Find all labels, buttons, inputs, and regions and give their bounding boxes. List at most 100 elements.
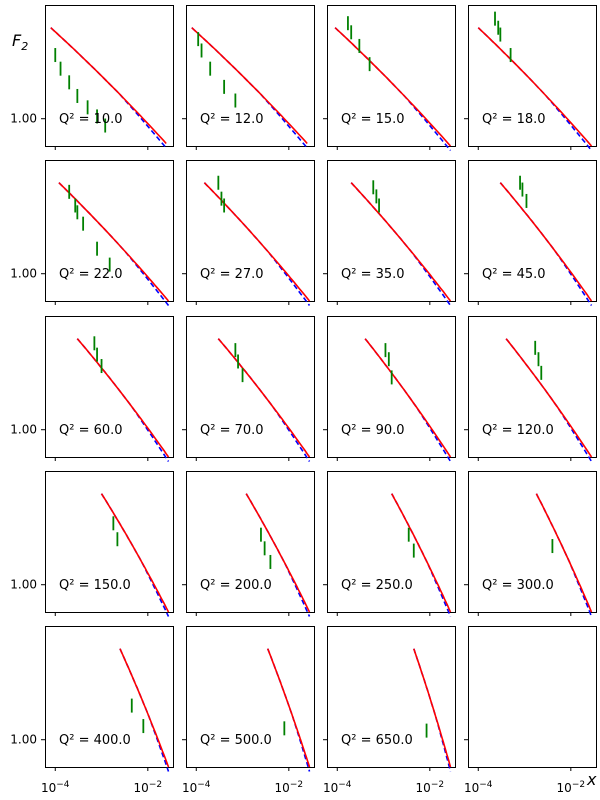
q2-label: Q² = 45.0 — [482, 267, 546, 282]
q2-label: Q² = 250.0 — [341, 578, 413, 593]
panel: 1.00 Q² = 400.0 — [10, 626, 174, 772]
fit-curve-dashed — [477, 27, 593, 151]
panel-frame — [327, 471, 456, 613]
x-tick-label: 10−4 — [41, 780, 70, 795]
fit-curve-dashed — [191, 27, 308, 149]
y-tick-label: 1.00 — [10, 112, 37, 126]
q2-label: Q² = 10.0 — [59, 112, 123, 127]
panel-frame — [186, 626, 315, 768]
panel-frame — [45, 626, 174, 768]
q2-label: Q² = 150.0 — [59, 578, 131, 593]
x-tick-label: 10−2 — [557, 780, 586, 795]
x-tick-label: 10−4 — [323, 780, 352, 795]
q2-label: Q² = 400.0 — [59, 733, 131, 748]
fit-curve-dashed — [350, 182, 452, 306]
panel-frame — [45, 471, 174, 613]
y-tick-label: 1.00 — [10, 423, 37, 437]
fit-curve-solid — [100, 493, 170, 613]
panel: 1.00 Q² = 150.0 — [10, 471, 174, 617]
panel: 1.00 Q² = 22.0 — [10, 160, 174, 306]
panel: 1.00 Q² = 60.0 — [10, 316, 174, 462]
fit-curve-solid — [334, 27, 452, 147]
panel-frame — [468, 471, 597, 613]
fit-curve-dashed — [535, 493, 593, 617]
fit-curve-solid — [203, 182, 311, 302]
fit-curve-solid — [217, 338, 311, 458]
q2-label: Q² = 18.0 — [482, 112, 546, 127]
fit-curve-dashed — [76, 338, 170, 462]
q2-label: Q² = 22.0 — [59, 267, 123, 282]
fit-curve-solid — [350, 182, 452, 302]
x-tick-label: 10−2 — [275, 780, 304, 795]
fit-curve-dashed — [50, 27, 167, 149]
fit-curve-solid — [58, 182, 170, 302]
panel-frame — [45, 316, 174, 458]
fit-curve-dashed — [499, 182, 593, 306]
fit-curve-solid — [245, 493, 311, 613]
panel-frame — [468, 160, 597, 302]
q2-label: Q² = 15.0 — [341, 112, 405, 127]
fit-curve-solid — [413, 648, 452, 768]
fit-curve-dashed — [217, 338, 311, 462]
x-axis-label: x — [586, 770, 597, 789]
q2-label: Q² = 500.0 — [200, 733, 272, 748]
q2-label: Q² = 27.0 — [200, 267, 264, 282]
y-tick-label: 1.00 — [10, 578, 37, 592]
panel: Q² = 90.0 — [323, 316, 456, 462]
panel-frame — [327, 626, 456, 768]
panel-frame — [186, 471, 315, 613]
panel: 1.00 Q² = 10.0 — [10, 5, 174, 150]
fit-curve-dashed — [505, 338, 593, 462]
q2-label: Q² = 35.0 — [341, 267, 405, 282]
fit-curve-solid — [391, 493, 452, 613]
q2-label: Q² = 200.0 — [200, 578, 272, 593]
panel-frame — [327, 160, 456, 302]
q2-label: Q² = 300.0 — [482, 578, 554, 593]
panel: Q² = 300.0 — [464, 471, 597, 617]
fit-curve-solid — [76, 338, 170, 458]
panel-frame — [327, 316, 456, 458]
x-tick-label: 10−4 — [464, 780, 493, 795]
panel-frame — [186, 316, 315, 458]
panel: Q² = 70.0 — [182, 316, 315, 462]
y-tick-label: 1.00 — [10, 733, 37, 747]
x-tick-label: 10−2 — [134, 780, 163, 795]
fit-curve-solid — [119, 648, 170, 768]
panel: Q² = 120.0 — [464, 316, 597, 462]
panel: Q² = 200.0 — [182, 471, 315, 617]
fit-curve-dashed — [100, 493, 170, 617]
fit-curve-solid — [50, 27, 167, 145]
panel-frame — [468, 626, 597, 768]
y-axis-label: F2 — [12, 31, 28, 53]
panel-frame — [468, 316, 597, 458]
fit-curve-solid — [477, 27, 593, 147]
fit-curve-dashed — [334, 27, 452, 152]
fit-curve-solid — [499, 182, 593, 302]
q2-label: Q² = 70.0 — [200, 423, 264, 438]
fit-curve-solid — [505, 338, 593, 458]
panel — [464, 626, 597, 771]
panel-frame — [186, 5, 315, 147]
x-tick-label: 10−4 — [182, 780, 211, 795]
x-tick-label: 10−2 — [416, 780, 445, 795]
q2-label: Q² = 90.0 — [341, 423, 405, 438]
fit-curve-solid — [191, 27, 308, 145]
fit-curve-solid — [535, 493, 593, 613]
fit-curve-dashed — [245, 493, 311, 617]
q2-label: Q² = 12.0 — [200, 112, 264, 127]
panel: Q² = 250.0 — [323, 471, 456, 617]
panel: Q² = 15.0 — [323, 5, 456, 152]
panel: Q² = 650.0 — [323, 626, 456, 772]
fit-curve-dashed — [364, 338, 452, 462]
q2-label: Q² = 120.0 — [482, 423, 554, 438]
panel: Q² = 18.0 — [464, 5, 597, 151]
panel-frame — [186, 160, 315, 302]
panel: Q² = 35.0 — [323, 160, 456, 306]
fit-curve-dashed — [391, 493, 452, 617]
fit-curve-dashed — [203, 182, 311, 306]
panel-frame — [45, 5, 174, 147]
panel: Q² = 500.0 — [182, 626, 315, 772]
fit-curve-solid — [266, 648, 311, 768]
q2-label: Q² = 650.0 — [341, 733, 413, 748]
